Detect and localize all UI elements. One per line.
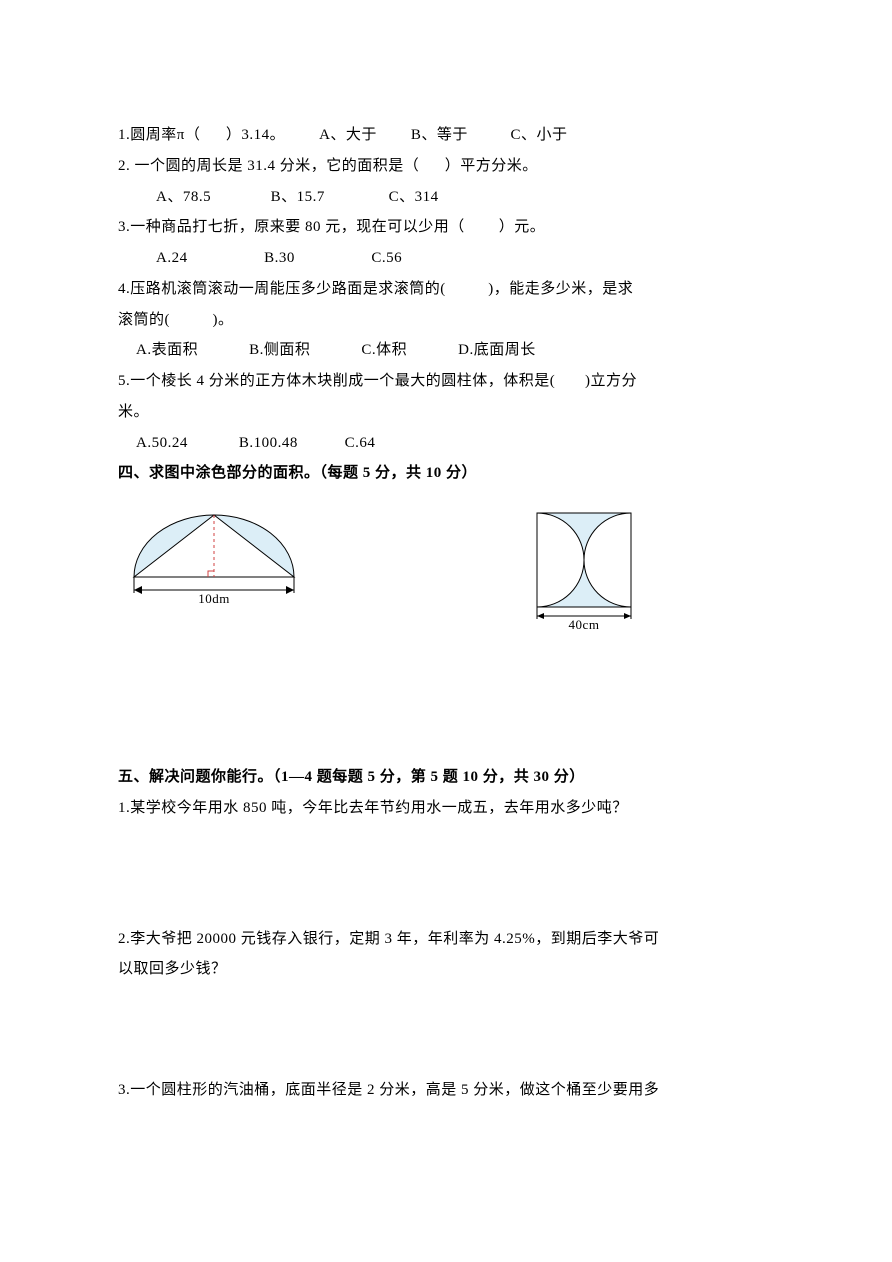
q4-optD: D.底面周长 [458,342,536,358]
q2-optB: B、15.7 [271,189,325,205]
q5-line2: 米。 [118,397,777,428]
q5-optC: C.64 [345,435,376,451]
q2-optA: A、78.5 [156,189,211,205]
q4-optB: B.侧面积 [249,342,310,358]
q5-line1: 5.一个棱长 4 分米的正方体木块削成一个最大的圆柱体，体积是( )立方分 [118,366,777,397]
q4-options: A.表面积 B.侧面积 C.体积 D.底面周长 [118,335,777,366]
section5-q3: 3.一个圆柱形的汽油桶，底面半径是 2 分米，高是 5 分米，做这个桶至少要用多 [118,1075,777,1106]
q3-options: A.24 B.30 C.56 [118,243,777,274]
q3-optC: C.56 [371,250,402,266]
q1-text: 1.圆周率π（ ）3.14。 [118,127,285,143]
section5-q2: 2.李大爷把 20000 元钱存入银行，定期 3 年，年利率为 4.25%，到期… [118,924,777,955]
q4-optC: C.体积 [361,342,407,358]
q1-row: 1.圆周率π（ ）3.14。 A、大于 B、等于 C、小于 [118,120,777,151]
q1-optA: A、大于 [319,127,377,143]
q3-text: 3.一种商品打七折，原来要 80 元，现在可以少用（ ）元。 [118,212,777,243]
q2-optC: C、314 [389,189,439,205]
q1-optB: B、等于 [411,127,468,143]
fig2-label: 40cm [569,617,600,632]
q4-line1: 4.压路机滚筒滚动一周能压多少路面是求滚筒的( )，能走多少米，是求 [118,274,777,305]
q2-text: 2. 一个圆的周长是 31.4 分米，它的面积是（ ）平方分米。 [118,151,777,182]
q2-options: A、78.5 B、15.7 C、314 [118,182,777,213]
q3-optB: B.30 [264,250,295,266]
section4-title: 四、求图中涂色部分的面积。（每题 5 分，共 10 分） [118,458,777,489]
section5-title: 五、解决问题你能行。（1—4 题每题 5 分，第 5 题 10 分，共 30 分… [118,762,777,793]
q5-optB: B.100.48 [239,435,298,451]
q5-optA: A.50.24 [136,435,188,451]
q4-optA: A.表面积 [136,342,198,358]
fig1-label: 10dm [198,591,230,606]
figure-semicircle-triangle: 10dm [122,507,307,622]
q4-line2: 滚筒的( )。 [118,305,777,336]
section5-q2b: 以取回多少钱？ [118,954,777,985]
q1-optC: C、小于 [510,127,567,143]
figure-square-halfcircles: 40cm [527,507,645,637]
q5-options: A.50.24 B.100.48 C.64 [118,428,777,459]
section5-q1: 1.某学校今年用水 850 吨，今年比去年节约用水一成五，去年用水多少吨？ [118,793,777,824]
q3-optA: A.24 [156,250,188,266]
